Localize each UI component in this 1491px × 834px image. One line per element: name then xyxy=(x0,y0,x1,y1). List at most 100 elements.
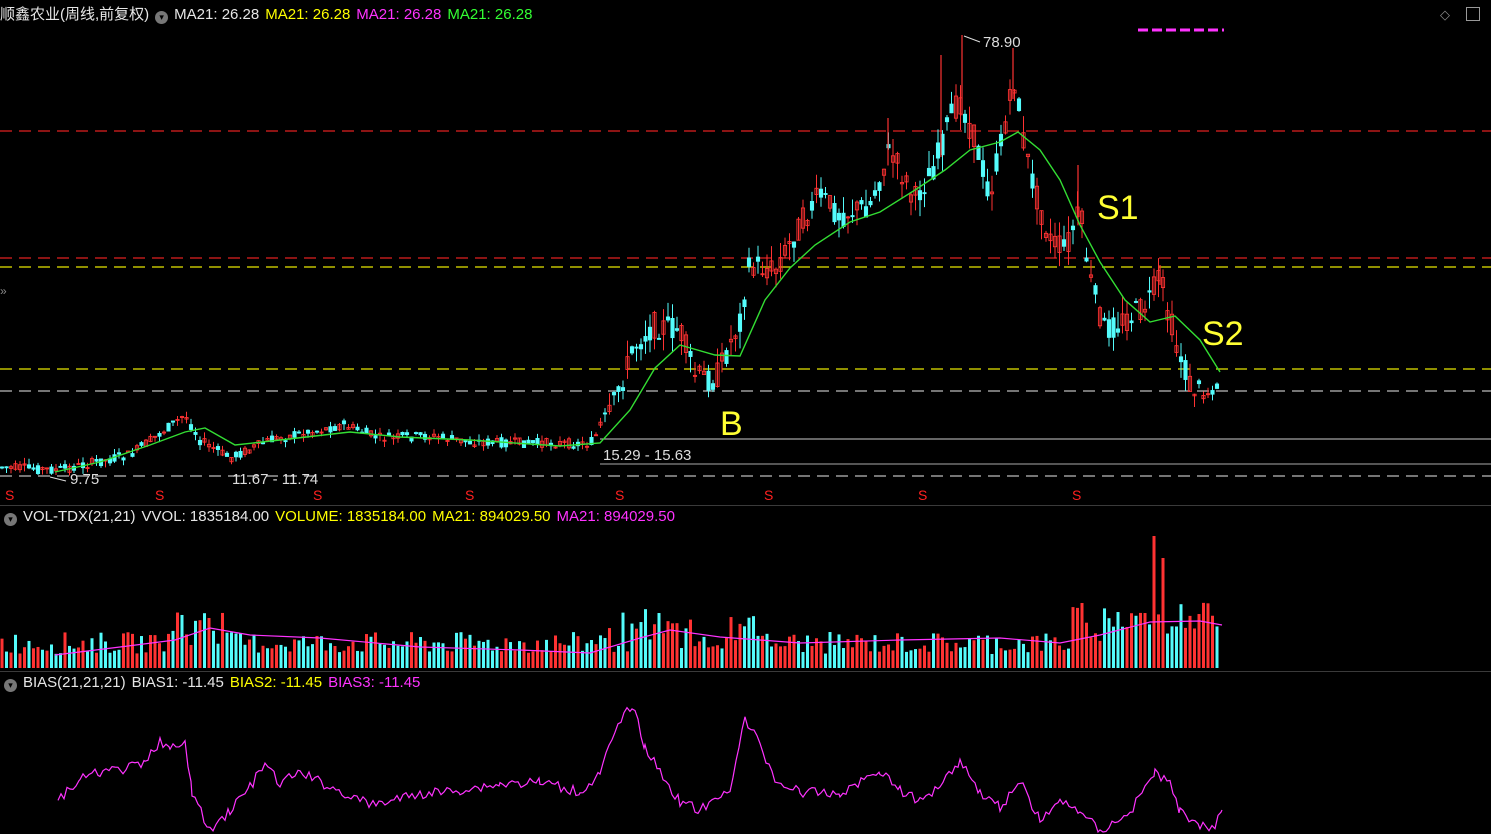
volume-bar xyxy=(279,644,283,668)
candle-body xyxy=(1039,210,1044,225)
volume-bar xyxy=(990,653,994,668)
volume-bar xyxy=(473,645,476,668)
volume-bar xyxy=(1040,650,1043,668)
candle-body xyxy=(1030,173,1035,189)
diamond-icon[interactable]: ◇ xyxy=(1440,7,1450,22)
volume-menu-icon[interactable]: ▾ xyxy=(4,513,17,526)
panel-toggle-icon[interactable] xyxy=(1466,7,1480,21)
volume-indicator-name[interactable]: VOL-TDX(21,21) xyxy=(23,508,136,525)
candle-body xyxy=(638,344,644,350)
volume-bar xyxy=(464,638,467,668)
volume-bar xyxy=(545,639,548,668)
expand-arrow-icon[interactable]: » xyxy=(0,284,7,298)
candle-body xyxy=(985,181,990,197)
indicator-menu-icon[interactable]: ▾ xyxy=(155,11,169,24)
candle-body xyxy=(598,421,603,426)
volume-bar xyxy=(923,645,926,668)
volume-bar xyxy=(878,651,881,668)
volume-bar xyxy=(666,621,670,668)
candle-body xyxy=(926,167,932,177)
volume-bar xyxy=(45,650,49,668)
bias-menu-icon[interactable]: ▾ xyxy=(4,679,17,692)
volume-chart[interactable] xyxy=(0,525,1491,670)
volume-bar xyxy=(653,624,656,668)
candle-body xyxy=(1187,375,1193,392)
volume-value: VOLUME: 1835184.00 xyxy=(275,508,427,525)
volume-bar xyxy=(563,644,566,668)
volume-bar xyxy=(1139,612,1142,668)
volume-bar xyxy=(1076,607,1079,668)
candle-body xyxy=(755,256,761,262)
volume-bar xyxy=(405,641,409,668)
candle-body xyxy=(449,435,455,440)
stock-title[interactable]: 顺鑫农业(周线,前复权) xyxy=(0,6,150,23)
volume-bar xyxy=(500,651,503,668)
volume-bar xyxy=(315,635,319,668)
volume-bar xyxy=(9,652,13,668)
volume-bar xyxy=(122,633,125,668)
volume-bar xyxy=(621,612,625,668)
volume-bar xyxy=(63,632,67,668)
candle-body xyxy=(863,206,869,218)
buy-annotation: B xyxy=(720,405,743,443)
volume-bar xyxy=(900,636,904,668)
candle-body xyxy=(1052,235,1058,248)
volume-bar xyxy=(140,636,143,668)
volume-bar xyxy=(531,651,535,668)
volume-bar xyxy=(1143,613,1147,668)
bias-indicator-name[interactable]: BIAS(21,21,21) xyxy=(23,674,126,691)
candle-body xyxy=(76,463,81,465)
volume-bar xyxy=(108,652,112,668)
volume-bar xyxy=(783,646,787,668)
volume-bar xyxy=(734,640,737,668)
volume-bar xyxy=(1197,614,1201,668)
volume-bar xyxy=(914,649,917,668)
range-label-1: 11.67 - 11.74 xyxy=(232,471,318,488)
volume-bar xyxy=(1121,626,1124,668)
volume-bar xyxy=(1202,602,1205,668)
volume-bar xyxy=(86,651,89,668)
candle-body xyxy=(517,437,522,445)
volume-bar xyxy=(495,646,499,668)
candle-body xyxy=(1057,235,1062,253)
candle-body xyxy=(917,190,923,201)
volume-bar xyxy=(1116,612,1120,668)
volume-bar xyxy=(1031,636,1034,668)
volume-bar xyxy=(23,647,26,668)
candle-body xyxy=(431,433,437,437)
candle-body xyxy=(1021,132,1026,149)
volume-bar xyxy=(81,640,85,668)
volume-bar xyxy=(167,633,170,668)
volume-bar xyxy=(302,636,305,668)
price-chart[interactable]: 78.90 9.75 11.67 - 11.74 15.29 - 15.63 B S1 S2… xyxy=(0,0,1491,500)
volume-bar xyxy=(1103,608,1106,668)
candle-body xyxy=(791,241,797,248)
candle-body xyxy=(445,440,450,442)
volume-bar xyxy=(293,639,296,668)
candle-body xyxy=(1196,380,1202,385)
volume-bar xyxy=(743,626,746,668)
bias-line xyxy=(57,706,1223,834)
volume-bar xyxy=(995,638,998,668)
candle-body xyxy=(697,365,702,372)
candle-body xyxy=(215,446,221,450)
volume-ma-line xyxy=(54,620,1223,656)
candle-body xyxy=(35,465,41,475)
volume-bar xyxy=(792,634,796,668)
candle-body xyxy=(85,467,90,470)
volume-bar xyxy=(131,633,134,668)
bias-chart[interactable] xyxy=(0,692,1491,834)
candle-body xyxy=(1106,319,1112,338)
high-pointer xyxy=(963,35,981,43)
main-legend: 顺鑫农业(周线,前复权) ▾ MA21: 26.28 MA21: 26.28 MA21:… xyxy=(0,6,538,24)
candle-body xyxy=(296,431,302,434)
volume-bar xyxy=(275,644,278,668)
ma21-line xyxy=(54,131,1221,473)
signal-marker: S xyxy=(918,487,927,500)
volume-bar xyxy=(158,643,161,668)
volume-bar xyxy=(855,634,859,668)
candle-body xyxy=(364,427,369,434)
volume-bar xyxy=(909,650,913,668)
candle-body xyxy=(1183,360,1188,380)
candle-body xyxy=(764,268,770,279)
